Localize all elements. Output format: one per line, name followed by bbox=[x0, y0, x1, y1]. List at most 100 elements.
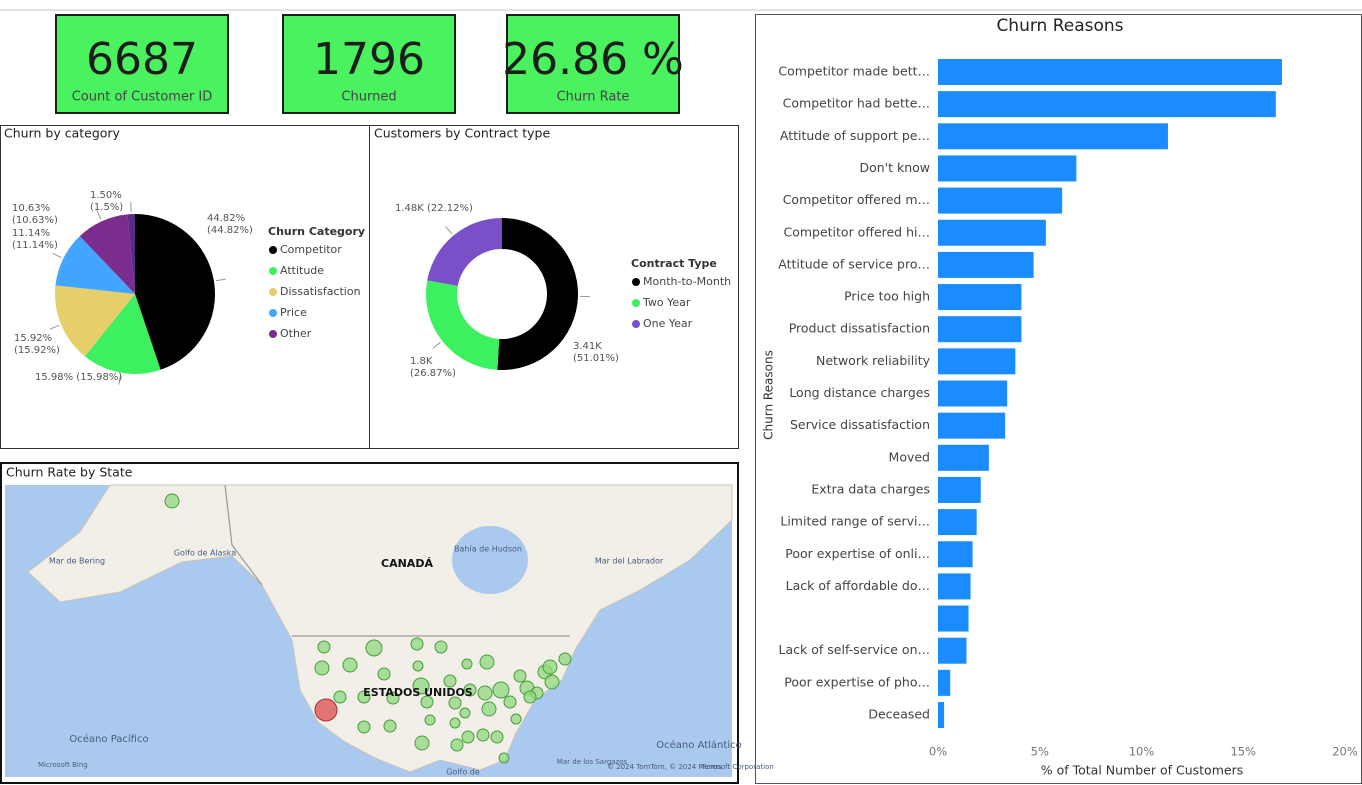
bar bbox=[938, 316, 1022, 343]
kpi-label: Count of Customer ID bbox=[72, 90, 213, 105]
legend-label: Attitude bbox=[280, 264, 324, 277]
state-bubble bbox=[365, 639, 383, 657]
legend-swatch bbox=[269, 288, 277, 296]
kpi-card bbox=[282, 14, 456, 114]
state-bubble bbox=[414, 735, 430, 751]
bar bbox=[938, 123, 1168, 150]
bar bbox=[938, 637, 967, 664]
y-tick-label: Attitude of support pe… bbox=[780, 128, 930, 143]
slice bbox=[127, 214, 135, 294]
legend-swatch bbox=[632, 320, 640, 328]
data-label-box: 10.63% (10.63%) bbox=[12, 203, 58, 226]
y-tick-label: Moved bbox=[889, 449, 930, 464]
legend-label: Competitor bbox=[280, 243, 342, 256]
bar bbox=[938, 541, 973, 568]
state-bubble bbox=[476, 728, 490, 742]
kpi-card bbox=[506, 14, 680, 114]
legend-swatch bbox=[269, 309, 277, 317]
bar bbox=[938, 476, 981, 503]
x-axis-title: % of Total Number of Customers bbox=[1041, 763, 1243, 778]
land bbox=[27, 484, 733, 773]
state-bubble bbox=[317, 640, 331, 654]
legend-swatch bbox=[269, 246, 277, 254]
bar bbox=[938, 509, 977, 536]
slice bbox=[497, 218, 579, 370]
data-label-box: 3.41K (51.01%) bbox=[573, 341, 619, 364]
bar bbox=[938, 380, 1008, 407]
slice bbox=[55, 285, 135, 357]
bar bbox=[938, 91, 1276, 118]
chart-title: Churn Reasons bbox=[996, 16, 1123, 36]
donut-panel bbox=[369, 125, 739, 449]
bar bbox=[938, 702, 945, 728]
bar bbox=[938, 187, 1063, 214]
x-tick-label: 5% bbox=[1031, 745, 1049, 759]
data-label: 1.8K (26.87%) bbox=[410, 356, 455, 379]
state-bubble bbox=[544, 674, 560, 690]
data-label: 15.92% (15.92%) bbox=[14, 333, 60, 356]
y-tick-label: Competitor offered m… bbox=[783, 192, 930, 207]
kpi-value: 6687 bbox=[86, 34, 198, 85]
bar bbox=[938, 573, 971, 600]
legend-label: Dissatisfaction bbox=[280, 285, 361, 298]
state-bubble bbox=[459, 707, 471, 719]
state-bubble bbox=[333, 690, 347, 704]
state-bubble bbox=[450, 738, 464, 752]
state-bubble bbox=[513, 669, 527, 683]
legend-label: Month-to-Month bbox=[643, 275, 731, 288]
y-tick-label: Network reliability bbox=[816, 353, 931, 368]
bar bbox=[938, 444, 989, 471]
data-label: 10.63% (10.63%) bbox=[12, 203, 58, 226]
slice bbox=[426, 280, 500, 370]
state-bubble bbox=[498, 752, 510, 764]
bar bbox=[938, 348, 1016, 375]
y-tick-label: Product dissatisfaction bbox=[789, 321, 930, 336]
legend-label: One Year bbox=[643, 317, 693, 330]
map-label: Mar de los Sargazos bbox=[557, 758, 628, 766]
data-label-box: 11.14% (11.14%) bbox=[12, 228, 58, 251]
map-label: Mar del Labrador bbox=[595, 557, 664, 566]
legend-swatch bbox=[269, 267, 277, 275]
y-tick-label: Competitor had bette… bbox=[783, 96, 930, 111]
state-bubble bbox=[479, 654, 495, 670]
y-tick-label: Limited range of servi… bbox=[780, 514, 930, 529]
leader-line bbox=[215, 278, 226, 282]
legend-swatch bbox=[269, 330, 277, 338]
data-label: 1.48K (22.12%) bbox=[395, 203, 473, 214]
bar bbox=[938, 669, 951, 696]
x-tick-label: 0% bbox=[929, 745, 947, 759]
leader-line bbox=[96, 210, 102, 220]
state-bubble bbox=[377, 667, 391, 681]
state-bubble bbox=[449, 717, 461, 729]
slice bbox=[84, 294, 161, 374]
y-tick-label: Service dissatisfaction bbox=[790, 417, 930, 432]
legend-label: Price bbox=[280, 306, 307, 319]
leader-line bbox=[118, 374, 122, 385]
x-tick-label: 15% bbox=[1230, 745, 1256, 759]
legend-label: Two Year bbox=[642, 296, 691, 309]
chart-title: Customers by Contract type bbox=[374, 126, 550, 141]
data-label: 15.98% (15.98%) bbox=[35, 372, 123, 383]
state-bubble bbox=[448, 696, 462, 710]
state-bubble bbox=[357, 720, 371, 734]
y-tick-label: Long distance charges bbox=[789, 385, 930, 400]
state-bubble bbox=[558, 652, 572, 666]
x-tick-label: 20% bbox=[1332, 745, 1358, 759]
map-label: Microsoft Bing bbox=[38, 761, 88, 769]
data-label: 11.14% (11.14%) bbox=[12, 228, 58, 251]
bar bbox=[938, 605, 969, 632]
state-bubble bbox=[412, 660, 424, 672]
state-bubble bbox=[420, 695, 434, 709]
bar bbox=[938, 412, 1006, 439]
data-label: 1.50% (1.5%) bbox=[90, 190, 124, 213]
data-label-box: 15.92% (15.92%) bbox=[14, 333, 60, 356]
map-label: Golfo de bbox=[446, 768, 480, 777]
data-label-box: 44.82% (44.82%) bbox=[207, 213, 253, 236]
map-label: Océano Pacífico bbox=[69, 733, 148, 745]
chart-title: Churn by category bbox=[4, 126, 121, 141]
data-label-box: 1.48K (22.12%) bbox=[395, 203, 473, 214]
map bbox=[5, 484, 733, 777]
y-tick-label: Competitor offered hi… bbox=[783, 224, 930, 239]
kpi-card bbox=[55, 14, 229, 114]
